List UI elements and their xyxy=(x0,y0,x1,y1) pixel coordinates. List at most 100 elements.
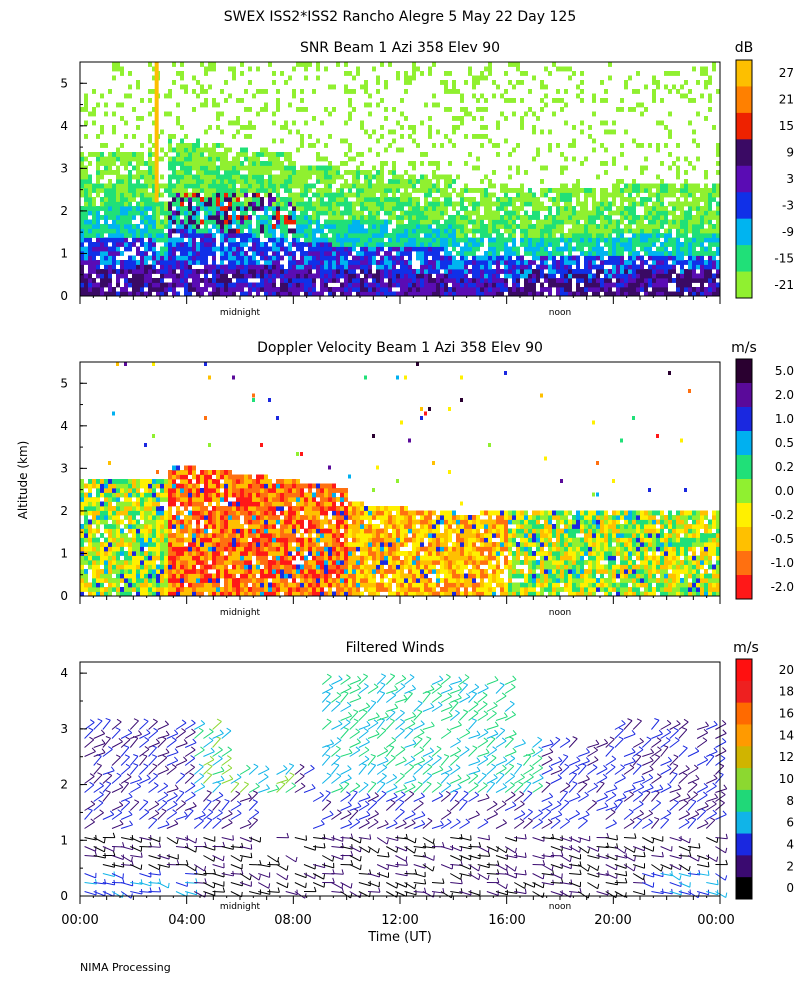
snr-cell xyxy=(116,183,120,189)
snr-cell xyxy=(380,264,384,270)
snr-cell xyxy=(512,287,516,292)
snr-cell xyxy=(400,291,404,297)
doppler-cell xyxy=(92,542,96,547)
snr-cell xyxy=(524,224,528,229)
snr-cell xyxy=(216,269,220,274)
snr-cell xyxy=(408,264,412,270)
snr-cell xyxy=(476,98,480,103)
snr-cell xyxy=(144,210,148,216)
snr-cell xyxy=(616,251,620,256)
snr-cell xyxy=(208,219,212,225)
snr-cell xyxy=(272,201,276,207)
snr-cell xyxy=(108,188,112,193)
snr-cell xyxy=(552,197,556,202)
snr-cell xyxy=(180,273,184,279)
snr-cell xyxy=(696,278,700,283)
snr-cell xyxy=(112,219,116,225)
snr-cell xyxy=(428,273,432,279)
snr-cell xyxy=(372,188,376,193)
snr-cell xyxy=(608,215,612,220)
snr-cell xyxy=(200,206,204,211)
snr-cell xyxy=(180,206,184,211)
snr-cell xyxy=(288,183,292,189)
colorbar-swatch xyxy=(736,112,752,140)
snr-cell xyxy=(184,192,188,198)
snr-cell xyxy=(228,215,232,220)
snr-cell xyxy=(164,237,168,243)
doppler-cell xyxy=(120,492,124,498)
snr-cell xyxy=(376,273,380,279)
snr-cell xyxy=(312,215,316,220)
snr-cell xyxy=(324,183,328,189)
snr-cell xyxy=(168,179,172,184)
snr-cell xyxy=(408,287,412,292)
snr-cell xyxy=(284,282,288,288)
panel1-title: SNR Beam 1 Azi 358 Elev 90 xyxy=(300,40,500,56)
snr-cell xyxy=(224,278,228,283)
snr-cell xyxy=(100,129,104,135)
snr-cell xyxy=(700,237,704,243)
snr-cell xyxy=(268,233,272,238)
snr-cell xyxy=(160,287,164,292)
snr-cell xyxy=(180,219,184,225)
snr-cell xyxy=(204,161,208,166)
snr-cell xyxy=(460,273,464,279)
snr-cell xyxy=(496,228,500,234)
snr-cell xyxy=(292,197,296,202)
snr-cell xyxy=(640,219,644,225)
snr-cell xyxy=(324,269,328,274)
snr-cell xyxy=(216,174,220,180)
snr-cell xyxy=(656,264,660,270)
snr-cell xyxy=(368,111,372,117)
doppler-cell xyxy=(132,506,136,511)
snr-cell xyxy=(620,287,624,292)
snr-cell xyxy=(668,278,672,283)
snr-cell xyxy=(400,264,404,270)
snr-cell xyxy=(664,242,668,247)
snr-cell xyxy=(208,291,212,297)
snr-cell xyxy=(700,197,704,202)
snr-cell xyxy=(220,246,224,252)
snr-cell xyxy=(604,260,608,265)
snr-cell xyxy=(144,251,148,256)
snr-cell xyxy=(420,183,424,189)
snr-cell xyxy=(300,107,304,112)
snr-cell xyxy=(544,237,548,243)
snr-cell xyxy=(592,273,596,279)
snr-cell xyxy=(300,282,304,288)
snr-cell xyxy=(508,273,512,279)
snr-cell xyxy=(184,278,188,283)
snr-cell xyxy=(172,246,176,252)
snr-cell xyxy=(292,183,296,189)
snr-cell xyxy=(284,224,288,229)
doppler-cell xyxy=(100,479,104,484)
snr-cell xyxy=(712,273,716,279)
doppler-cell xyxy=(136,551,140,556)
snr-cell xyxy=(240,282,244,288)
snr-cell xyxy=(456,89,460,94)
snr-cell xyxy=(508,62,512,67)
snr-cell xyxy=(388,183,392,189)
snr-cell xyxy=(224,219,228,225)
snr-cell xyxy=(476,246,480,252)
snr-cell xyxy=(520,233,524,238)
snr-cell xyxy=(560,66,564,72)
snr-cell xyxy=(488,138,492,144)
snr-cell xyxy=(508,228,512,234)
snr-cell xyxy=(212,147,216,153)
snr-cell xyxy=(476,255,480,261)
snr-cell xyxy=(588,188,592,193)
snr-cell xyxy=(632,206,636,211)
snr-cell xyxy=(652,201,656,207)
snr-cell xyxy=(576,255,580,261)
snr-cell xyxy=(600,260,604,265)
snr-cell xyxy=(248,291,252,297)
snr-cell xyxy=(336,269,340,274)
snr-cell xyxy=(112,210,116,216)
snr-cell xyxy=(316,269,320,274)
snr-cell xyxy=(264,255,268,261)
snr-cell xyxy=(684,260,688,265)
snr-cell xyxy=(664,215,668,220)
snr-cell xyxy=(272,179,276,184)
snr-cell xyxy=(212,197,216,202)
